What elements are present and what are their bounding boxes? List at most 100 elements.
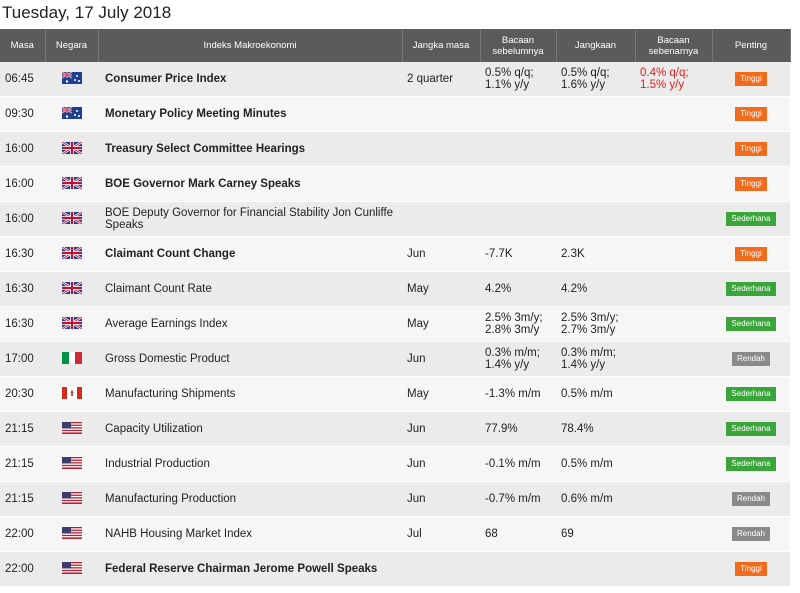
time-cell: 21:15 xyxy=(0,481,45,517)
previous-cell: 0.3% m/m; 1.4% y/y xyxy=(480,341,556,377)
actual-cell xyxy=(635,446,712,482)
column-header: Negara xyxy=(45,29,99,62)
forecast-cell xyxy=(556,166,635,202)
forecast-cell: 0.5% m/m xyxy=(556,446,635,482)
actual-cell: 0.4% q/q; 1.5% y/y xyxy=(635,62,712,97)
country-flag xyxy=(61,386,82,399)
event-row: 21:15 Capacity Utilization Jun 77.9% 78.4% Se… xyxy=(0,411,790,447)
importance-cell: Sederhana xyxy=(712,411,790,447)
flag-cell xyxy=(45,411,98,447)
importance-badge: Tinggi xyxy=(735,247,767,261)
event-cell: Monetary Policy Meeting Minutes xyxy=(98,96,402,132)
actual-cell xyxy=(635,341,712,377)
time-cell: 20:30 xyxy=(0,376,45,412)
event-cell: Claimant Count Change xyxy=(98,236,402,272)
previous-cell xyxy=(480,96,556,132)
forecast-cell xyxy=(556,201,635,237)
column-header: Bacaan sebelumnya xyxy=(480,29,557,62)
actual-cell xyxy=(635,236,712,272)
flag-cell xyxy=(45,376,98,412)
previous-cell xyxy=(480,201,556,237)
column-header: Bacaan sebenarnya xyxy=(635,29,713,62)
country-flag xyxy=(61,561,82,574)
country-flag xyxy=(61,421,82,434)
time-cell: 22:00 xyxy=(0,516,45,552)
actual-cell xyxy=(635,516,712,552)
flag-cell xyxy=(45,96,98,132)
country-flag xyxy=(61,351,82,364)
time-cell: 22:00 xyxy=(0,551,45,587)
period-cell: Jun xyxy=(402,446,480,482)
time-cell: 16:00 xyxy=(0,201,45,237)
importance-badge: Sederhana xyxy=(726,422,776,436)
forecast-cell: 0.5% m/m xyxy=(556,376,635,412)
flag-cell xyxy=(45,306,98,342)
event-cell: BOE Governor Mark Carney Speaks xyxy=(98,166,402,202)
importance-badge: Tinggi xyxy=(735,142,767,156)
importance-badge: Tinggi xyxy=(735,107,767,121)
importance-cell: Tinggi xyxy=(712,236,790,272)
event-cell: Gross Domestic Product xyxy=(98,341,402,377)
country-flag xyxy=(61,526,82,539)
time-cell: 21:15 xyxy=(0,411,45,447)
importance-badge: Sederhana xyxy=(726,282,776,296)
importance-badge: Tinggi xyxy=(735,562,767,576)
previous-cell: -0.7% m/m xyxy=(480,481,556,517)
time-cell: 16:00 xyxy=(0,131,45,167)
importance-cell: Rendah xyxy=(712,481,790,517)
event-cell: BOE Deputy Governor for Financial Stabil… xyxy=(98,201,402,237)
period-cell: Jun xyxy=(402,481,480,517)
flag-cell xyxy=(45,201,98,237)
importance-badge: Sederhana xyxy=(726,317,776,331)
actual-cell xyxy=(635,271,712,307)
flag-cell xyxy=(45,341,98,377)
actual-cell xyxy=(635,131,712,167)
importance-cell: Sederhana xyxy=(712,271,790,307)
event-row: 20:30 Manufacturing Shipments May -1.3% m/m… xyxy=(0,376,790,412)
event-cell: Manufacturing Shipments xyxy=(98,376,402,412)
previous-cell: -1.3% m/m xyxy=(480,376,556,412)
previous-cell: -7.7K xyxy=(480,236,556,272)
event-row: 06:45 Consumer Price Index 2 quarter 0.5% q… xyxy=(0,62,790,97)
forecast-cell: 4.2% xyxy=(556,271,635,307)
importance-cell: Tinggi xyxy=(712,551,790,587)
forecast-cell: 0.6% m/m xyxy=(556,481,635,517)
previous-cell: 4.2% xyxy=(480,271,556,307)
column-header: Jangkaan xyxy=(556,29,636,62)
forecast-cell: 2.3K xyxy=(556,236,635,272)
event-cell: Industrial Production xyxy=(98,446,402,482)
event-cell: Consumer Price Index xyxy=(98,62,402,97)
period-cell xyxy=(402,131,480,167)
importance-cell: Tinggi xyxy=(712,166,790,202)
actual-cell xyxy=(635,376,712,412)
event-row: 09:30 Monetary Policy Meeting Minutes Ting… xyxy=(0,96,790,132)
forecast-cell xyxy=(556,131,635,167)
event-row: 17:00 Gross Domestic Product Jun 0.3% m/m; … xyxy=(0,341,790,377)
actual-cell xyxy=(635,411,712,447)
country-flag xyxy=(61,105,82,119)
event-row: 16:30 Claimant Count Rate May 4.2% 4.2% Seder… xyxy=(0,271,790,307)
column-header: Penting xyxy=(712,29,791,62)
previous-cell xyxy=(480,131,556,167)
country-flag xyxy=(61,70,82,84)
forecast-cell: 0.5% q/q; 1.6% y/y xyxy=(556,62,635,97)
time-cell: 16:00 xyxy=(0,166,45,202)
flag-cell xyxy=(45,166,98,202)
forecast-cell: 78.4% xyxy=(556,411,635,447)
importance-cell: Sederhana xyxy=(712,376,790,412)
importance-cell: Rendah xyxy=(712,341,790,377)
country-flag xyxy=(60,245,83,260)
period-cell xyxy=(402,551,480,587)
previous-cell xyxy=(480,166,556,202)
importance-badge: Rendah xyxy=(731,352,771,366)
country-flag xyxy=(61,491,82,504)
event-row: 16:00 Treasury Select Committee Hearings T… xyxy=(0,131,790,167)
actual-cell xyxy=(635,306,712,342)
time-cell: 17:00 xyxy=(0,341,45,377)
event-cell: Average Earnings Index xyxy=(98,306,402,342)
period-cell: May xyxy=(402,376,480,412)
column-header: Masa xyxy=(0,29,46,62)
event-row: 21:15 Industrial Production Jun -0.1% m/m 0.… xyxy=(0,446,790,482)
event-cell: Capacity Utilization xyxy=(98,411,402,447)
importance-badge: Sederhana xyxy=(726,212,776,226)
